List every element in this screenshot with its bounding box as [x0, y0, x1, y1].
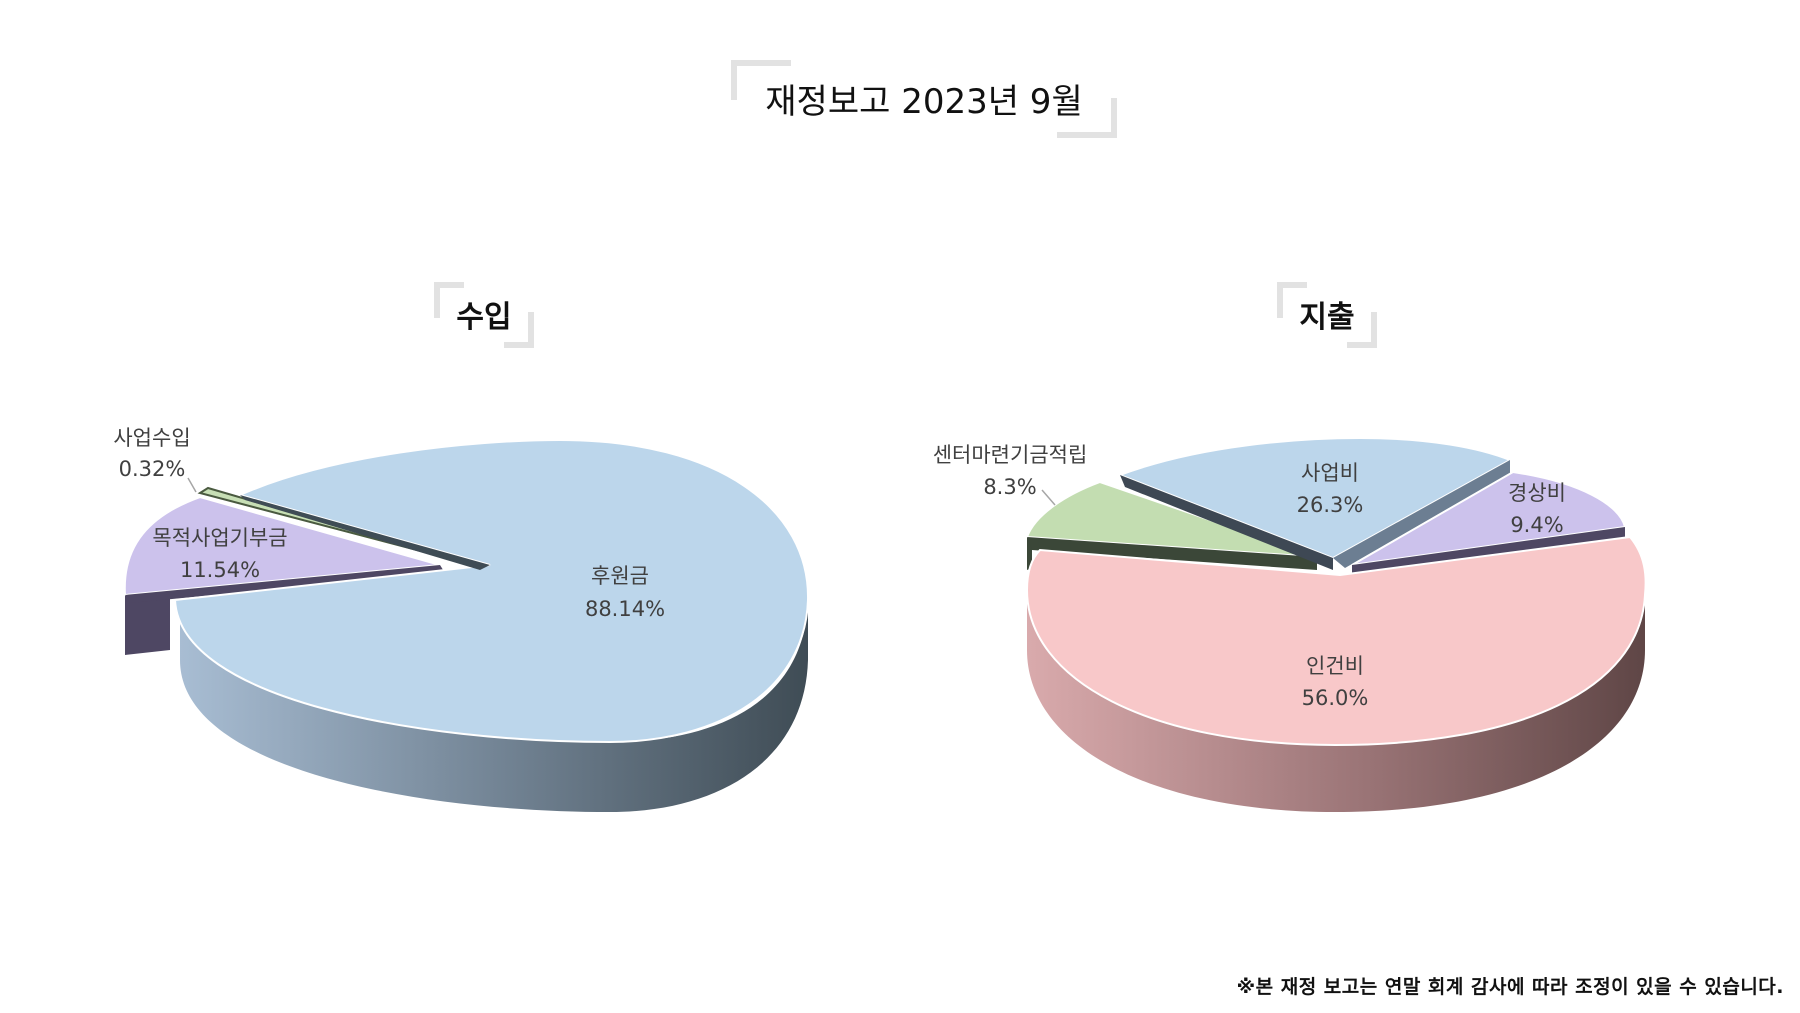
- income-label-purpose-value: 11.54%: [180, 558, 260, 582]
- income-label-business-value: 0.32%: [119, 457, 186, 481]
- income-label-business-name: 사업수입: [113, 426, 190, 450]
- expense-pie: [1025, 436, 1647, 812]
- main-title-frame: 재정보고 2023년 9월: [731, 60, 1117, 138]
- expense-label-operating-name: 경상비: [1508, 481, 1566, 505]
- income-label-purpose-name: 목적사업기부금: [152, 526, 287, 550]
- page-title: 재정보고 2023년 9월: [765, 82, 1083, 122]
- expense-title-frame: 지출: [1277, 282, 1377, 348]
- income-slice-edge-donation: [240, 495, 490, 570]
- income-slice-side-purpose-donation: [125, 592, 170, 655]
- income-title-frame: 수입: [434, 282, 534, 348]
- expense-slice-edge-business-right: [1333, 460, 1510, 568]
- expense-label-center-fund-value: 8.3%: [983, 475, 1036, 499]
- income-slice-side-donation: [180, 600, 808, 812]
- expense-label-business-name: 사업비: [1301, 461, 1359, 485]
- expense-leader-line-center-fund: [1041, 489, 1056, 506]
- income-label-donation-name: 후원금: [591, 564, 649, 588]
- income-slice-donation: [173, 438, 810, 744]
- footnote: ※본 재정 보고는 연말 회계 감사에 따라 조정이 있을 수 있습니다.: [1236, 976, 1784, 998]
- income-slice-purpose-donation: [123, 495, 441, 597]
- expense-label-center-fund-name: 센터마련기금적립: [933, 443, 1088, 467]
- expense-slice-personnel: [1025, 535, 1647, 747]
- expense-title-bracket: [1277, 282, 1377, 348]
- expense-slice-edge-center-fund: [1027, 537, 1317, 570]
- expense-chart-title: 지출: [1299, 300, 1355, 335]
- expense-label-personnel-value: 56.0%: [1302, 686, 1369, 710]
- expense-slice-side-personnel: [1027, 590, 1645, 812]
- income-slice-edge-purpose-donation: [125, 565, 445, 603]
- title-bracket-decoration: [731, 60, 1117, 138]
- income-leader-line-business: [187, 477, 197, 493]
- income-chart-title: 수입: [456, 300, 512, 335]
- expense-slice-operating: [1351, 470, 1627, 566]
- income-pie: [123, 438, 810, 812]
- expense-slice-business: [1117, 436, 1513, 560]
- expense-slice-center-fund: [1025, 480, 1318, 558]
- income-label-donation-value: 88.14%: [585, 597, 665, 621]
- income-title-bracket: [434, 282, 534, 348]
- expense-label-personnel-name: 인건비: [1306, 654, 1364, 678]
- expense-label-business-value: 26.3%: [1297, 493, 1364, 517]
- expense-slice-edge-business-left: [1120, 475, 1333, 570]
- expense-label-operating-value: 9.4%: [1510, 513, 1563, 537]
